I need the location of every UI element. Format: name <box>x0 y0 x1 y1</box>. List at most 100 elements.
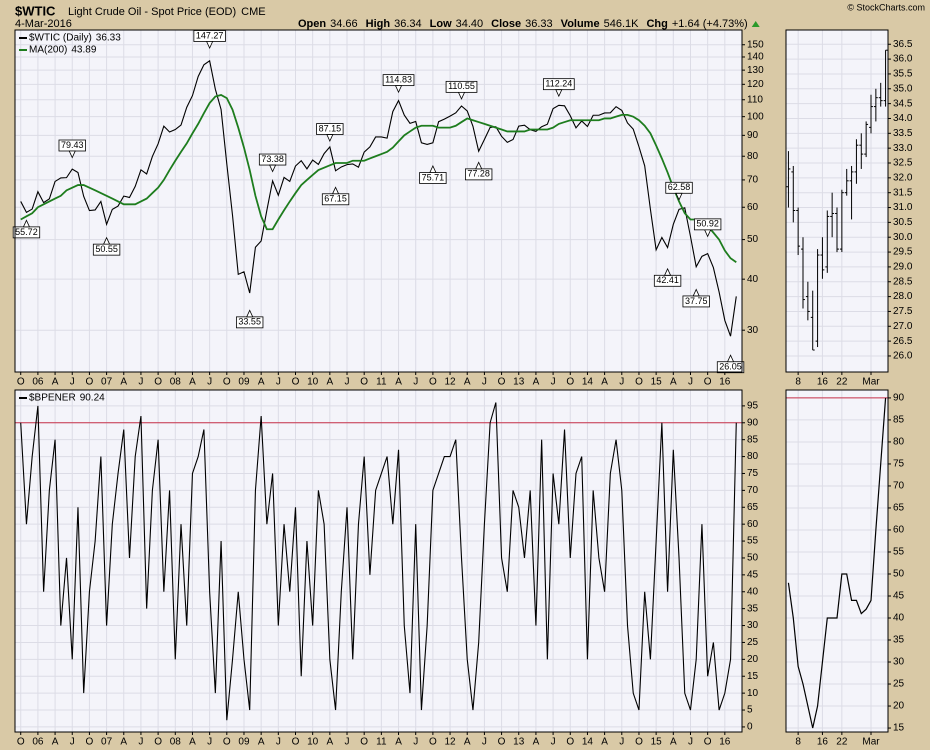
annotation-label: 114.83 <box>385 75 412 85</box>
annotation: 26.05 <box>716 354 745 374</box>
y-tick-label: 90 <box>747 417 759 428</box>
y-tick-label: 30 <box>747 325 759 336</box>
y-tick-label: 70 <box>747 485 759 496</box>
annotation-pointer <box>102 236 111 245</box>
x-tick-label: 07 <box>101 737 113 748</box>
y-tick-label: 10 <box>747 688 759 699</box>
x-tick-label: J <box>688 377 693 388</box>
plot-area <box>15 30 742 372</box>
x-tick-label: A <box>464 737 471 748</box>
y-tick-label: 60 <box>747 202 759 213</box>
y-tick-label: 35.5 <box>893 69 913 80</box>
quote-value: 34.40 <box>456 18 484 30</box>
x-tick-label: J <box>276 377 281 388</box>
annotation-label: 110.55 <box>448 81 475 91</box>
x-tick-label: O <box>429 377 437 388</box>
x-tick-label: 8 <box>795 737 801 748</box>
annotation: 50.55 <box>92 236 121 256</box>
x-tick-label: O <box>223 377 231 388</box>
y-tick-label: 30 <box>893 657 905 668</box>
annotation-pointer <box>246 309 254 318</box>
annotation-pointer <box>555 89 563 98</box>
quote-label: Chg <box>646 18 667 30</box>
y-tick-label: 29.5 <box>893 247 913 258</box>
y-tick-label: 20 <box>893 701 905 712</box>
annotation-label: 26.05 <box>719 362 742 372</box>
x-tick-label: 13 <box>513 377 525 388</box>
y-tick-label: 45 <box>747 569 759 580</box>
y-tick-label: 65 <box>747 502 759 513</box>
annotation-pointer <box>475 161 483 170</box>
plot-border <box>14 29 743 373</box>
y-tick-label: 35 <box>893 635 905 646</box>
x-tick-label: 09 <box>238 737 250 748</box>
y-tick-label: 34.0 <box>893 113 913 124</box>
annotation-label: 37.75 <box>685 296 708 306</box>
x-tick-label: 10 <box>307 377 319 388</box>
x-tick-label: 09 <box>238 377 250 388</box>
x-tick-label: J <box>619 737 624 748</box>
annotation-pointer <box>663 267 672 276</box>
annotation-label: 67.15 <box>324 194 347 204</box>
y-tick-label: 20 <box>747 654 759 665</box>
x-tick-label: 16 <box>817 737 829 748</box>
x-tick-label: O <box>566 377 574 388</box>
symbol: $WTIC <box>15 3 56 18</box>
annotation-label: 79.43 <box>61 140 84 150</box>
y-tick-label: 31.5 <box>893 187 913 198</box>
y-tick-label: 26.5 <box>893 336 913 347</box>
x-tick-label: O <box>17 377 25 388</box>
date: 4-Mar-2016 <box>15 18 72 30</box>
annotation-label: 33.55 <box>238 317 261 327</box>
x-tick-label: J <box>138 377 143 388</box>
annotation: 55.72 <box>12 219 41 239</box>
y-tick-label: 55 <box>893 547 905 558</box>
y-tick-label: 32.5 <box>893 158 913 169</box>
x-tick-label: J <box>551 377 556 388</box>
legend-label: $BPENER <box>29 393 76 404</box>
y-tick-label: 60 <box>747 519 759 530</box>
annotation: 79.43 <box>58 139 86 159</box>
y-tick-label: 85 <box>893 415 905 426</box>
annotation-pointer <box>457 91 466 100</box>
y-tick-label: 130 <box>747 65 764 76</box>
x-tick-label: O <box>704 377 712 388</box>
x-tick-label: J <box>345 377 350 388</box>
x-tick-label: J <box>345 737 350 748</box>
quote-label: Open <box>298 18 326 30</box>
y-tick-label: 33.0 <box>893 143 913 154</box>
y-tick-label: 110 <box>747 94 763 105</box>
annotation-pointer <box>22 219 31 228</box>
y-tick-label: 34.5 <box>893 98 913 109</box>
y-tick-label: 0 <box>747 722 753 733</box>
annotation-label: 87.15 <box>319 123 342 133</box>
y-tick-label: 50 <box>747 553 759 564</box>
annotation-pointer <box>394 85 403 94</box>
y-tick-label: 75 <box>747 468 759 479</box>
y-tick-label: 55 <box>747 536 759 547</box>
annotation: 62.58 <box>665 181 693 201</box>
x-tick-label: O <box>429 737 437 748</box>
x-tick-label: J <box>207 737 212 748</box>
y-tick-label: 120 <box>747 79 764 90</box>
annotation-pointer <box>331 186 340 195</box>
annotation: 147.27 <box>193 30 226 49</box>
y-tick-label: 45 <box>893 591 905 602</box>
x-tick-label: O <box>360 737 368 748</box>
x-tick-label: J <box>688 737 693 748</box>
x-tick-label: J <box>551 737 556 748</box>
x-tick-label: A <box>258 377 265 388</box>
y-tick-label: 90 <box>893 393 905 404</box>
x-tick-label: 07 <box>101 377 113 388</box>
x-tick-label: J <box>482 737 487 748</box>
x-tick-label: 14 <box>582 377 594 388</box>
x-tick-label: A <box>533 377 540 388</box>
annotation: 114.83 <box>382 74 415 94</box>
x-tick-label: J <box>70 737 75 748</box>
annotation: 42.41 <box>653 267 682 287</box>
y-tick-label: 29.0 <box>893 262 913 273</box>
quote-label: Volume <box>561 18 600 30</box>
x-tick-label: 22 <box>836 737 848 748</box>
x-tick-label: A <box>120 377 127 388</box>
y-tick-label: 140 <box>747 52 764 63</box>
